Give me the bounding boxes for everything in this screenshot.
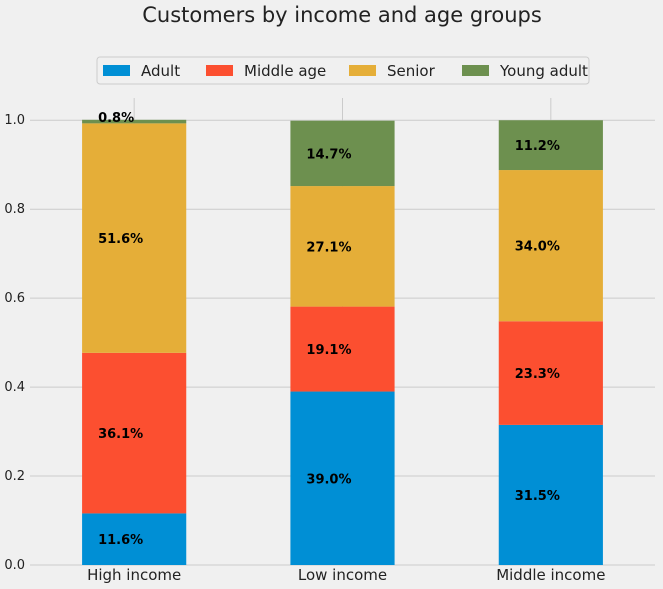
bar-middle-income-young-adult (498, 120, 603, 171)
data-labels: 11.6% 36.1% 51.6% 0.8% 39.0% 19.1% 27.1% 14.7% 3… (98, 111, 560, 548)
data-label-low-income-young-adult: 14.7% (306, 147, 351, 162)
x-tick-label-middle-income: Middle income (496, 566, 605, 584)
bar-middle-income-middle-age (498, 321, 603, 425)
data-label-high-income-adult: 11.6% (98, 533, 143, 548)
bar-middle-income-adult (498, 424, 603, 565)
x-tick-label-high-income: High income (87, 566, 181, 584)
legend-label-middle-age: Middle age (244, 62, 326, 80)
y-tick-label: 1.0 (4, 113, 25, 128)
bar-high-income-middle-age (82, 352, 187, 514)
data-label-middle-income-senior: 34.0% (515, 240, 560, 255)
legend-swatch-middle-age (206, 65, 233, 76)
data-label-low-income-senior: 27.1% (306, 240, 351, 255)
y-tick-label: 0.4 (4, 380, 25, 395)
bar-high-income-young-adult (82, 119, 187, 124)
legend: Adult Middle age Senior Young adult (96, 56, 590, 85)
bar-low-income-young-adult (290, 120, 395, 187)
data-label-middle-income-young-adult: 11.2% (515, 139, 560, 154)
y-tick-label: 0.8 (4, 202, 25, 217)
x-tick-label-low-income: Low income (298, 566, 387, 584)
data-label-middle-income-adult: 31.5% (515, 489, 560, 504)
legend-swatch-young-adult (462, 65, 489, 76)
data-label-high-income-young-adult: 0.8% (98, 111, 134, 126)
chart-title: Customers by income and age groups (142, 3, 542, 27)
data-label-low-income-middle-age: 19.1% (306, 343, 351, 358)
bar-low-income-middle-age (290, 306, 395, 392)
y-tick-label: 0.6 (4, 291, 25, 306)
data-label-low-income-adult: 39.0% (306, 472, 351, 487)
y-tick-label: 0.0 (4, 558, 25, 573)
data-label-high-income-senior: 51.6% (98, 232, 143, 247)
legend-label-adult: Adult (141, 62, 180, 80)
axes: 0.0 0.2 0.4 0.6 0.8 1.0 High income Low income M… (4, 113, 605, 584)
bar-high-income-senior (82, 123, 187, 353)
data-label-middle-income-middle-age: 23.3% (515, 367, 560, 382)
bars (82, 119, 603, 565)
bar-high-income-adult (82, 513, 187, 565)
bar-low-income-senior (290, 186, 395, 307)
legend-box (96, 56, 590, 85)
legend-swatch-senior (349, 65, 376, 76)
bar-low-income-adult (290, 391, 395, 565)
legend-swatch-adult (103, 65, 130, 76)
y-tick-label: 0.2 (4, 469, 25, 484)
bar-middle-income-senior (498, 170, 603, 322)
data-label-high-income-middle-age: 36.1% (98, 427, 143, 442)
legend-label-young-adult: Young adult (499, 62, 588, 80)
legend-label-senior: Senior (387, 62, 436, 80)
